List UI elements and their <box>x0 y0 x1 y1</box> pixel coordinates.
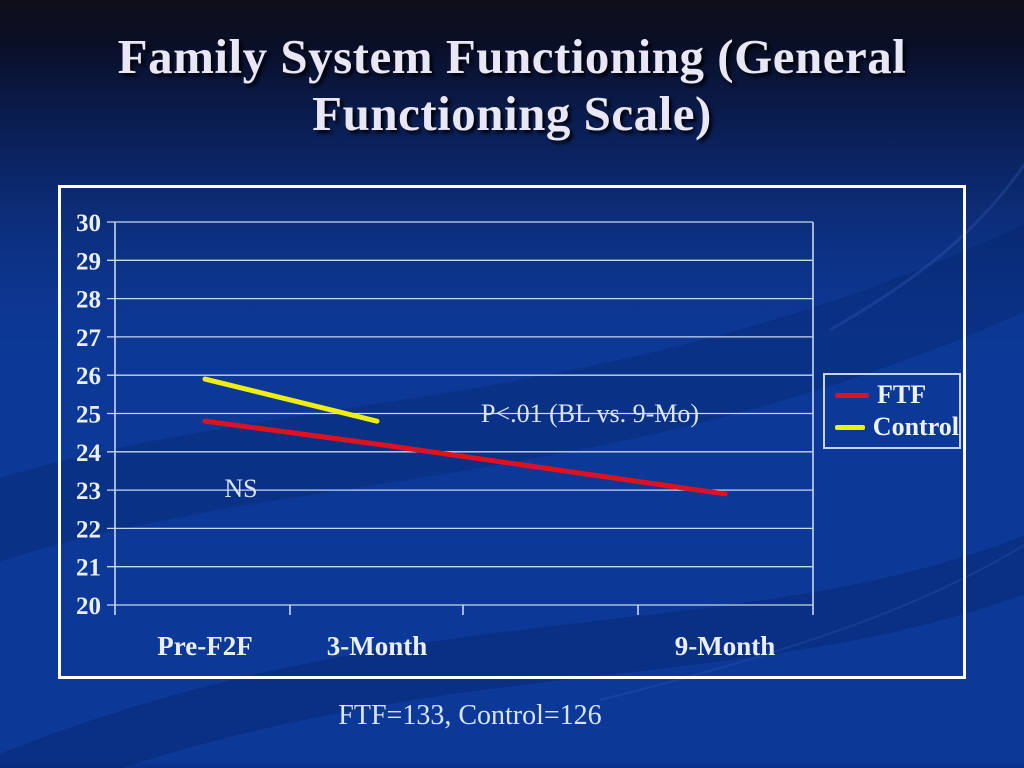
legend-label-control: Control <box>872 412 959 441</box>
y-axis-label-23: 23 <box>76 478 101 505</box>
y-axis-label-26: 26 <box>76 363 101 390</box>
series-line-control <box>202 376 380 424</box>
line-chart: 20 21 22 23 24 25 26 27 28 29 30 Pre-F2F 3-Month 9-Mo… <box>76 210 814 661</box>
chart-legend: FTF Control <box>823 373 961 449</box>
control-line-swatch <box>835 424 865 430</box>
sample-size-caption: FTF=133, Control=126 <box>338 700 602 731</box>
y-axis-label-20: 20 <box>76 593 101 620</box>
legend-item-control: Control <box>835 414 959 440</box>
swoosh-arc-upper <box>0 224 1024 562</box>
y-axis-label-24: 24 <box>76 440 102 467</box>
chart-annotation-1: NS <box>224 474 257 503</box>
y-axis-label-27: 27 <box>76 325 101 352</box>
slide-title-line2: Functioning Scale) <box>312 86 712 141</box>
slide-title: Family System Functioning (General Funct… <box>0 28 1024 142</box>
legend-label-ftf: FTF <box>877 380 927 409</box>
y-axis-label-25: 25 <box>76 402 101 429</box>
y-axis-label-28: 28 <box>76 287 101 314</box>
y-axis-label-29: 29 <box>76 248 101 275</box>
x-axis-label-2: 9-Month <box>675 631 776 661</box>
gridlines <box>107 221 813 606</box>
swoosh-thin-line-2 <box>599 543 1024 701</box>
series-line-ftf <box>202 418 728 497</box>
y-axis-label-21: 21 <box>76 555 101 582</box>
y-axis-label-22: 22 <box>76 516 101 543</box>
swoosh-thin-line <box>829 162 1024 332</box>
chart-frame: 20 21 22 23 24 25 26 27 28 29 30 Pre-F2F 3-Month 9-Mo… <box>58 185 966 679</box>
x-axis-label-1: 3-Month <box>327 631 428 661</box>
slide-title-line1: Family System Functioning (General <box>117 29 907 84</box>
chart-annotation-0: P<.01 (BL vs. 9-Mo) <box>481 399 699 428</box>
legend-item-ftf: FTF <box>835 382 959 408</box>
swoosh-arc-lower <box>0 535 1024 768</box>
ftf-line-swatch <box>835 392 869 398</box>
x-axis-label-0: Pre-F2F <box>157 631 252 661</box>
y-axis-label-30: 30 <box>76 210 101 237</box>
